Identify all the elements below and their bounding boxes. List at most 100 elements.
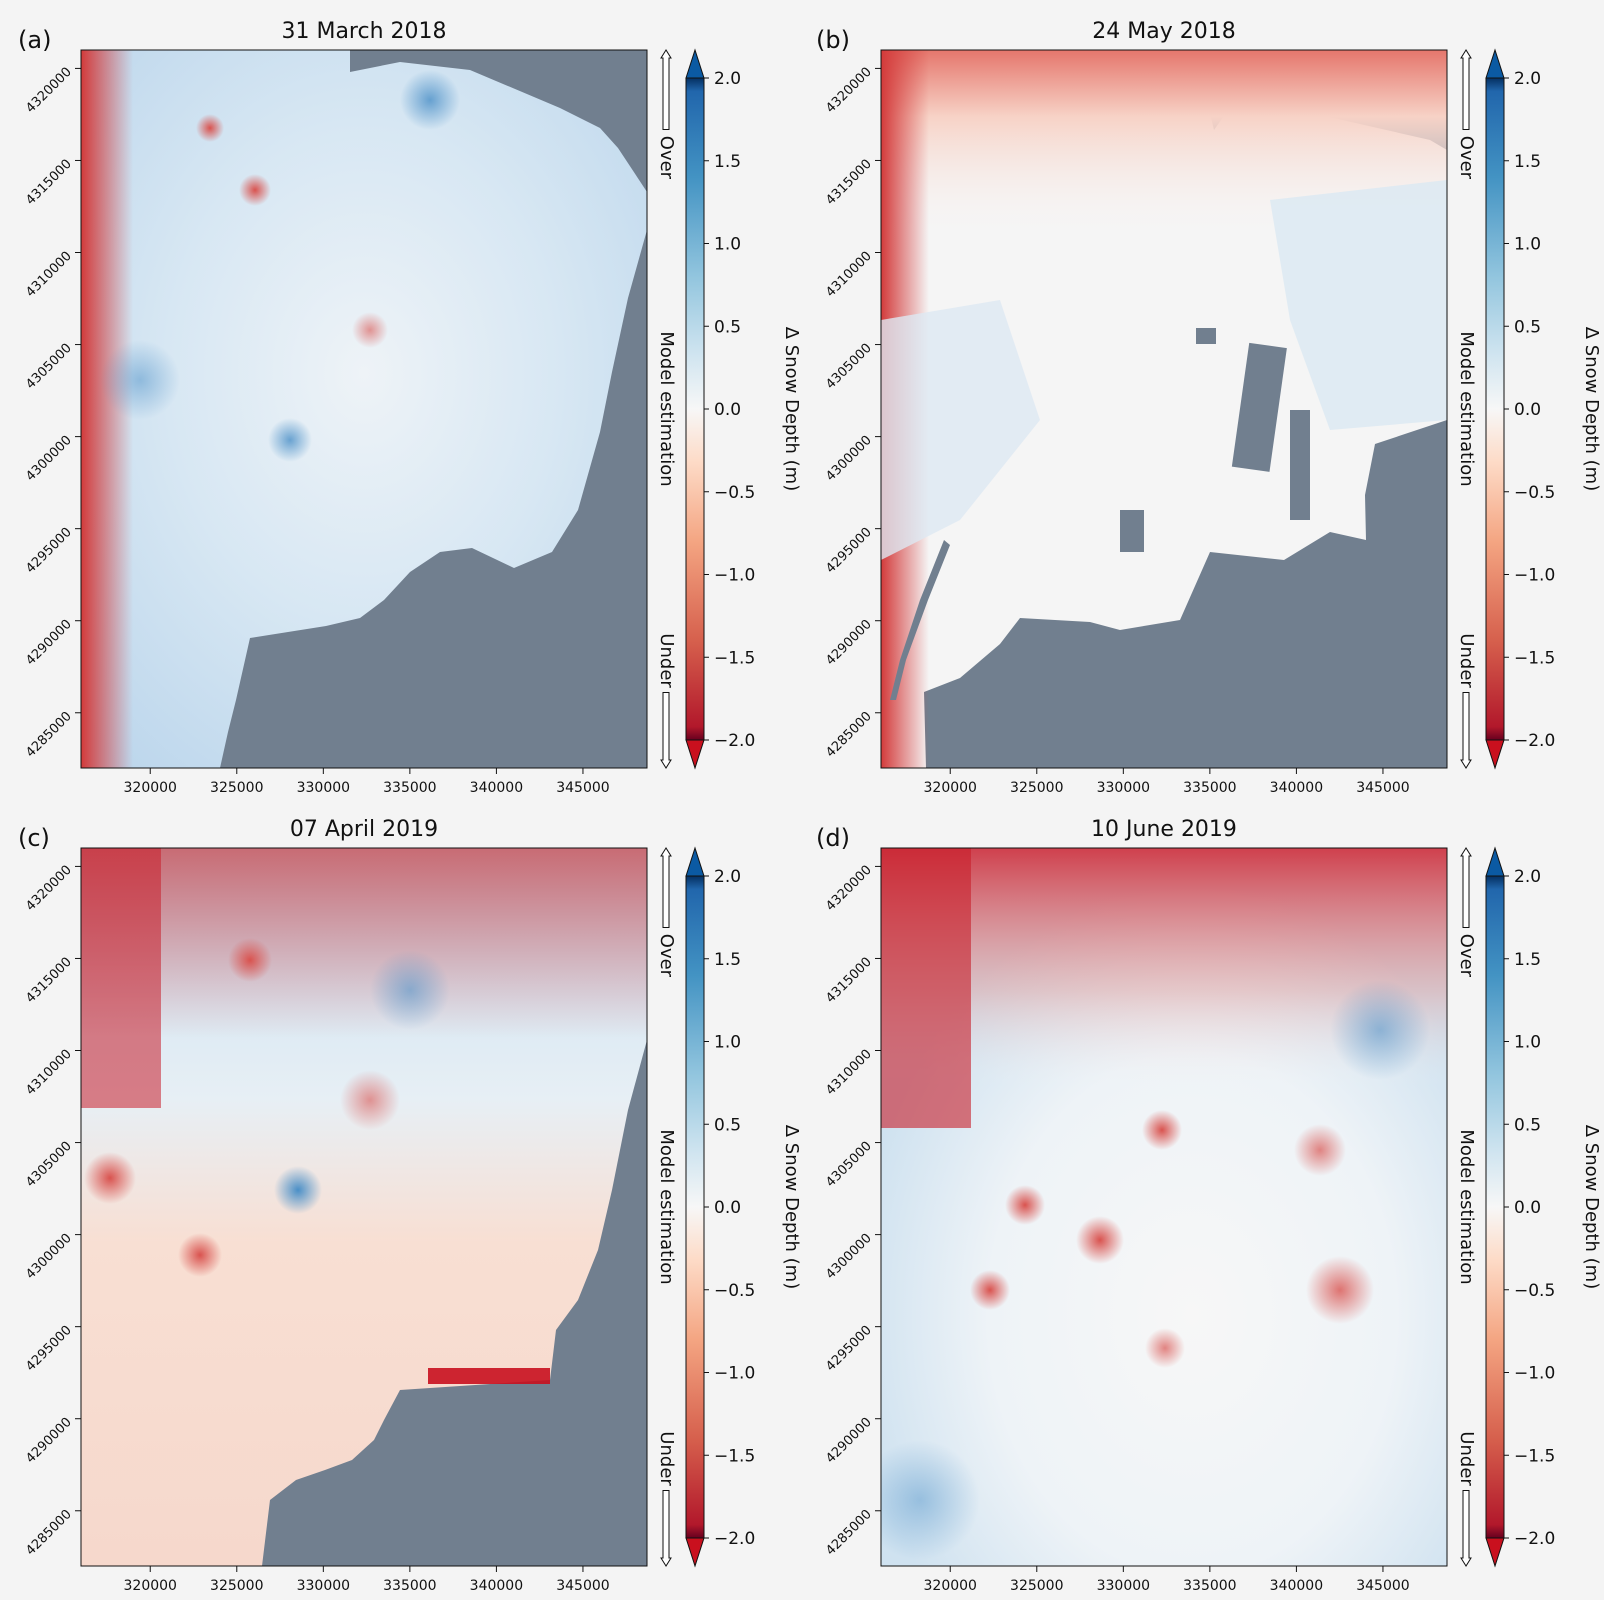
title-c: 07 April 2019 (290, 817, 438, 842)
over-arrow-icon (660, 847, 672, 928)
spot-d6 (1145, 1328, 1185, 1368)
x-tick-label: 330000 (1097, 1578, 1150, 1594)
colorbar-extend-top (1485, 48, 1505, 79)
y-tick-label: 4315000 (823, 955, 875, 1007)
y-tick-label: 4315000 (823, 157, 875, 209)
colorbar-tick-label: 0.5 (714, 1115, 741, 1135)
spot-a1 (239, 174, 271, 206)
y-tick-label: 4305000 (823, 341, 875, 393)
axes-frame-d (880, 847, 1448, 1567)
spot-d5 (1306, 1256, 1374, 1324)
colorbar-tick-label: 1.0 (1514, 235, 1541, 255)
under-annotation: Under (1456, 633, 1477, 688)
x-tick-label: 320000 (924, 1578, 977, 1594)
title-b: 24 May 2018 (1092, 19, 1235, 44)
axes-frame-c (80, 847, 648, 1567)
colorbar-tick-label: 1.5 (714, 152, 741, 172)
x-tick-label: 320000 (924, 780, 977, 796)
spot-d1 (1142, 1110, 1182, 1150)
ridge-c (81, 848, 161, 1108)
panel-label-b: (b) (816, 26, 850, 54)
y-tick-label: 4285000 (823, 709, 875, 761)
x-tick-label: 325000 (210, 1578, 263, 1594)
colorbar-gradient (686, 876, 704, 1538)
axes-frame-a (80, 49, 648, 769)
map-a (81, 50, 647, 768)
under-annotation: Under (656, 633, 677, 688)
y-tick-label: 4295000 (23, 525, 75, 577)
y-tick-label: 4295000 (823, 1323, 875, 1375)
colorbar-extend-bottom (685, 1537, 705, 1568)
colorbar-tick-label: 2.0 (1514, 867, 1541, 887)
spot-d7 (1294, 1124, 1346, 1176)
y-tick-label: 4310000 (23, 249, 75, 301)
colorbar-tick-label: 1.0 (1514, 1033, 1541, 1053)
colorbar-tick-label: 2.0 (714, 867, 741, 887)
spot-c5 (340, 1070, 400, 1130)
model-estimation-annotation: Model estimation (656, 1129, 677, 1284)
colorbar-tick-label: −1.0 (714, 566, 755, 586)
colorbar-tick-label: 1.5 (1514, 152, 1541, 172)
colorbar-extend-bottom (685, 739, 705, 770)
colorbar-c: 2.0 1.5 1.0 0.5 0.0 −0.5 −1.0 −1.5 −2.0 Δ Snow De… (656, 846, 802, 1568)
spot-d4 (970, 1270, 1010, 1310)
colorbar-tick-label: −2.0 (714, 731, 755, 751)
y-tick-label: 4305000 (823, 1139, 875, 1191)
under-arrow-icon (1460, 1490, 1472, 1567)
colorbar-tick-label: −0.5 (714, 483, 755, 503)
y-tick-label: 4300000 (823, 1231, 875, 1283)
gap-b5 (890, 540, 950, 700)
y-tick-label: 4315000 (23, 157, 75, 209)
colorbar-tick-label: 0.5 (1514, 1115, 1541, 1135)
axes-frame-b (880, 49, 1448, 769)
panel-d: 10 June 2019 (d) 320000 325000 330000 33500… (816, 817, 1448, 1594)
x-tick-label: 320000 (124, 780, 177, 796)
x-tick-label: 325000 (210, 780, 263, 796)
colorbar-tick-label: 0.5 (1514, 317, 1541, 337)
colorbar-tick-label: 0.0 (714, 1198, 741, 1218)
colorbar-tick-label: 1.5 (1514, 950, 1541, 970)
y-tick-label: 4300000 (23, 1231, 75, 1283)
under-annotation: Under (656, 1431, 677, 1486)
colorbar-gradient (1486, 876, 1504, 1538)
model-estimation-annotation: Model estimation (656, 331, 677, 486)
gap-b3 (1196, 328, 1216, 344)
colorbar-tick-label: 1.0 (714, 1033, 741, 1053)
spot-c3 (84, 1152, 136, 1204)
y-tick-label: 4300000 (823, 433, 875, 485)
spot-d8 (1330, 980, 1430, 1080)
map-c (81, 848, 647, 1566)
y-tick-label: 4320000 (23, 863, 75, 915)
x-tick-label: 335000 (1183, 780, 1236, 796)
x-tick-label: 335000 (383, 780, 436, 796)
colorbar-tick-label: −2.0 (714, 1529, 755, 1549)
over-annotation: Over (1456, 934, 1477, 978)
x-tick-label: 340000 (470, 1578, 523, 1594)
y-tick-label: 4285000 (23, 709, 75, 761)
panel-b: 24 May 2018 (b) 320000 325000 330000 335000… (816, 19, 1448, 796)
spot-a3 (352, 312, 388, 348)
model-estimation-annotation: Model estimation (1456, 1129, 1477, 1284)
over-arrow-icon (660, 49, 672, 130)
colorbar-tick-label: 2.0 (1514, 69, 1541, 89)
blue-region-b (881, 300, 1040, 560)
y-tick-label: 4320000 (823, 863, 875, 915)
x-tick-label: 330000 (297, 780, 350, 796)
colorbar-label: Δ Snow Depth (m) (1581, 327, 1602, 491)
x-tick-label: 340000 (1270, 1578, 1323, 1594)
spot-d9 (881, 1440, 980, 1560)
title-d: 10 June 2019 (1091, 817, 1237, 842)
x-tick-label: 325000 (1010, 780, 1063, 796)
colorbar-extend-bottom (1485, 1537, 1505, 1568)
under-arrow-icon (660, 1490, 672, 1567)
colorbar-tick-label: −0.5 (714, 1281, 755, 1301)
gap-b1 (1231, 342, 1287, 472)
colorbar-tick-label: −1.0 (714, 1364, 755, 1384)
panel-label-c: (c) (18, 824, 50, 852)
y-tick-label: 4320000 (23, 65, 75, 117)
y-tick-label: 4305000 (23, 1139, 75, 1191)
colorbar-extend-top (1485, 846, 1505, 877)
colorbar-tick-label: −1.5 (1514, 1446, 1555, 1466)
colorbar-tick-label: 0.5 (714, 317, 741, 337)
